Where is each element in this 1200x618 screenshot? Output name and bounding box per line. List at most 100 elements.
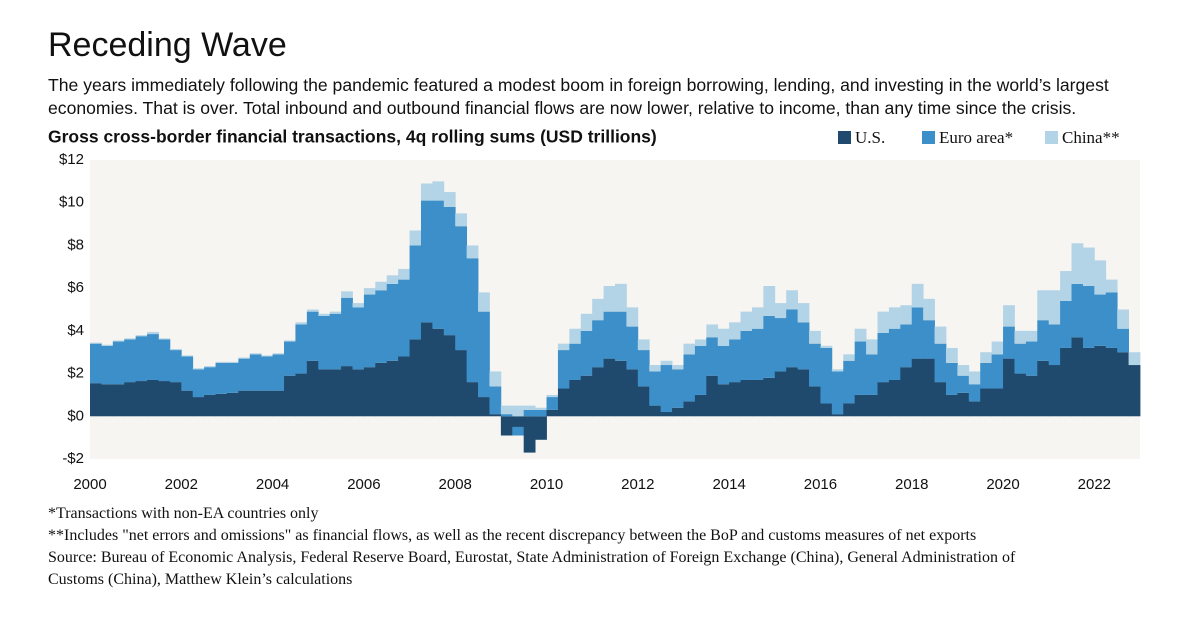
legend-swatch [1045,131,1058,144]
area-step [683,343,696,355]
area-step [135,336,148,382]
area-step [204,366,216,368]
area-step [512,405,525,417]
area-step [1094,294,1107,346]
area-step [900,367,913,417]
area-step [888,307,901,329]
x-tick-label: 2012 [621,476,654,493]
area-step [1128,365,1141,417]
area-step [352,307,365,370]
area-step [854,328,867,342]
y-tick-label: -$2 [62,450,84,467]
area-step [843,354,856,361]
area-step [512,426,525,436]
area-step [398,356,410,417]
area-step [911,283,924,308]
area-step [215,361,228,363]
area-step [820,345,833,348]
area-step [615,360,627,417]
area-step [957,365,970,376]
area-step [877,311,890,333]
area-step [386,360,399,417]
area-step [615,311,627,361]
area-step [866,339,878,355]
area-step [854,341,867,395]
area-step [284,340,296,342]
area-step [546,394,559,398]
note: **Includes "net errors and omissions" as… [48,527,977,544]
area-step [683,401,696,417]
area-step [751,307,764,329]
area-step [877,332,890,383]
area-step [272,390,285,417]
x-tick-label: 2014 [712,476,745,493]
area-step [626,369,639,417]
area-step [226,362,239,393]
area-step [660,360,673,366]
note: Source: Bureau of Economic Analysis, Fed… [48,549,1016,588]
area-step [1105,347,1118,417]
area-step [626,307,639,327]
area-step [101,344,114,346]
area-step [717,384,730,417]
area-step [1060,300,1072,348]
area-step [443,192,456,207]
area-step [249,390,262,417]
area-step [512,416,525,427]
x-tick-label: 2002 [165,476,198,493]
area-step [420,183,433,201]
area-step [557,350,570,389]
area-step [1003,326,1015,359]
area-step [820,403,833,417]
area-step [1048,324,1061,366]
area-step [945,394,958,417]
area-step [854,394,867,417]
area-step [683,354,696,402]
area-step [329,313,342,370]
area-step [888,379,901,417]
area-step [158,339,171,382]
area-step [112,341,125,385]
area-step [443,335,456,417]
area-step [318,313,331,316]
area-step [740,379,753,417]
area-step [637,350,650,387]
area-step [1037,290,1050,321]
area-step [740,311,753,331]
area-step [797,303,810,323]
area-step [329,369,342,417]
area-step [112,340,125,342]
area-step [866,354,878,395]
area-step [489,371,502,387]
area-step [592,320,604,368]
area-step [1105,279,1118,293]
area-step [911,307,924,359]
area-step [398,268,410,280]
area-step [341,297,353,367]
area-step [706,337,719,376]
area-step [809,386,821,417]
area-step [900,324,913,368]
area-step [181,356,194,391]
area-step [466,382,479,417]
area-step [386,275,399,284]
area-step [1025,330,1038,342]
area-step [637,386,650,417]
area-step [215,393,228,417]
area-step [261,355,274,357]
area-step [535,407,547,410]
area-step [249,354,262,391]
y-tick-label: $8 [67,236,84,253]
area-step [535,409,547,417]
area-step [1060,271,1072,301]
area-step [169,349,182,351]
area-step [820,347,833,404]
area-step [1094,345,1107,417]
area-step [1060,347,1072,417]
area-step [546,397,559,410]
x-tick-label: 2010 [530,476,563,493]
area-step [238,390,251,417]
area-step [478,397,490,417]
area-step [980,352,993,363]
